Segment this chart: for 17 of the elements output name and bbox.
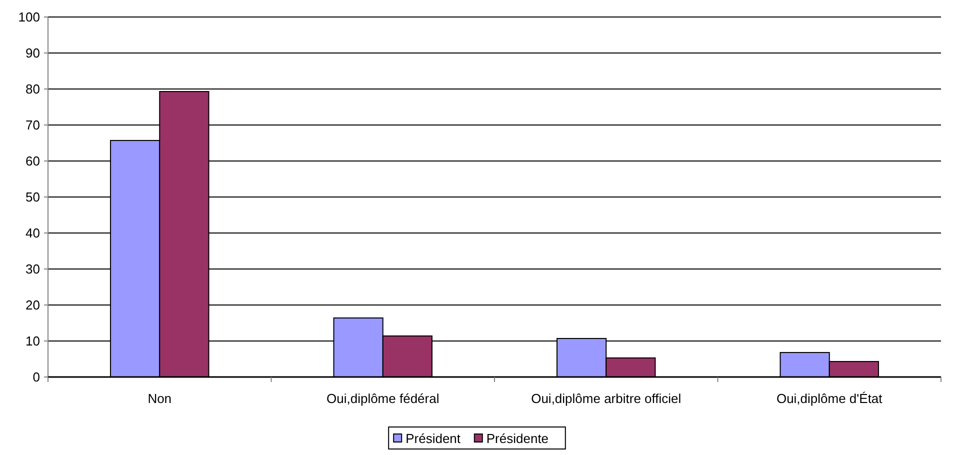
y-tick-label: 40	[26, 226, 40, 241]
y-tick-label: 20	[26, 298, 40, 313]
y-tick-label: 10	[26, 334, 40, 349]
y-tick-label: 70	[26, 118, 40, 133]
x-tick-label: Oui,diplôme d'État	[776, 391, 883, 406]
y-tick-label: 0	[32, 370, 40, 385]
y-tick-label: 90	[26, 46, 40, 61]
legend-label: Présidente	[486, 431, 549, 446]
x-tick-label: Non	[148, 391, 172, 406]
legend-label: Président	[406, 431, 461, 446]
y-tick-label: 80	[26, 82, 40, 97]
y-tick-label: 60	[26, 154, 40, 169]
x-tick-label: Oui,diplôme arbitre officiel	[531, 391, 682, 406]
y-tick-label: 30	[26, 262, 40, 277]
y-tick-label: 50	[26, 190, 40, 205]
y-tick-label: 100	[18, 10, 40, 25]
x-tick-label: Oui,diplôme fédéral	[326, 391, 440, 406]
